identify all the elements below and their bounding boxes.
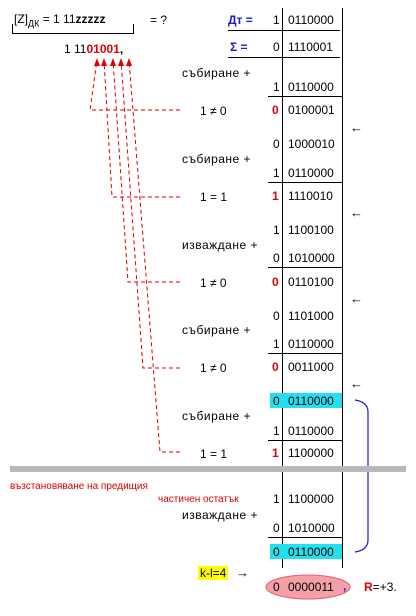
z-bits: zzzzz <box>75 12 106 26</box>
row-value: 1000010 <box>288 137 335 151</box>
left-arrow-icon: ← <box>350 120 363 135</box>
sigma-label: Σ = <box>230 40 248 54</box>
row-sign: 0 <box>272 360 279 374</box>
restore-note: възстановяване на предищия <box>10 481 148 492</box>
remainder: R=+3. <box>364 580 397 594</box>
result-comma: , <box>343 579 347 593</box>
op-label: събиране + <box>182 152 252 166</box>
result-value: 0000011 <box>288 580 334 594</box>
partial-prefix: 1 11 <box>64 42 87 56</box>
z-equals: = 1 11 <box>42 12 76 26</box>
op-label: изваждане + <box>182 508 258 522</box>
op-label: събиране + <box>182 409 252 423</box>
row-value: 0011000 <box>288 360 334 374</box>
highlight-row <box>270 393 342 408</box>
row-sign: 0 <box>273 521 280 535</box>
remainder-label: R <box>364 580 373 594</box>
row-value: 1101000 <box>288 309 334 323</box>
z-label: [Z]ДК = 1 11zzzzz <box>14 12 106 28</box>
row-value: 0110000 <box>288 80 334 94</box>
row-value: 0110000 <box>288 545 334 559</box>
op-label: събиране + <box>182 323 252 337</box>
partial-bits: 01001 <box>86 42 120 56</box>
cmp-label: 1 ≠ 0 <box>200 104 227 118</box>
row-sign: 1 <box>273 337 280 351</box>
row-value: 1010000 <box>288 521 335 535</box>
row-sign: 1 <box>273 80 280 94</box>
z-bracket-left <box>12 24 13 34</box>
sum-line <box>268 267 342 268</box>
dt-value: 0110000 <box>288 13 334 27</box>
row-value: 1100000 <box>288 492 334 506</box>
row-sign: 1 <box>273 424 280 438</box>
cmp-label: 1 = 1 <box>200 447 228 461</box>
cmp-label: 1 = 1 <box>200 190 228 204</box>
right-arrow-icon: → <box>236 565 249 580</box>
row-sign: 1 <box>273 223 280 237</box>
z-bracket-right <box>133 24 134 34</box>
row-sign: 1 <box>272 446 279 460</box>
row-value: 0110000 <box>288 394 334 408</box>
sum-line <box>268 182 342 183</box>
op-label: изваждане + <box>182 238 258 252</box>
sigma-sign: 0 <box>273 40 280 54</box>
row-sign: 1 <box>273 166 280 180</box>
row-value: 1110010 <box>288 189 333 203</box>
remainder-value: =+3. <box>372 580 397 594</box>
row-value: 0110000 <box>288 166 334 180</box>
row-sign: 1 <box>272 189 279 203</box>
sum-line <box>268 440 342 441</box>
question-mark: = ? <box>150 13 168 27</box>
right-border <box>342 8 343 568</box>
restore-separator <box>10 466 406 472</box>
dt-label: Дт = <box>228 13 253 27</box>
restore-note: частичен остатък <box>158 494 239 505</box>
row-sign: 0 <box>273 394 280 408</box>
row-sign: 0 <box>273 309 280 323</box>
row-value: 0110000 <box>288 337 334 351</box>
kl-label: k-l=4 <box>198 566 229 580</box>
cmp-label: 1 ≠ 0 <box>200 276 227 290</box>
partial-comma: , <box>119 42 124 56</box>
row-sign: 0 <box>273 545 280 559</box>
left-arrow-icon: ← <box>350 205 363 220</box>
row-sign: 0 <box>272 103 279 117</box>
result-sign: 0 <box>273 580 280 594</box>
row-sign: 0 <box>272 275 279 289</box>
row-sign: 0 <box>273 137 280 151</box>
op-label: събиране + <box>182 66 252 80</box>
cmp-label: 1 ≠ 0 <box>200 361 227 375</box>
left-arrow-icon: ← <box>350 376 363 391</box>
highlight-row <box>270 544 342 559</box>
partial-result: 1 1101001, <box>64 42 123 56</box>
row-sign: 0 <box>273 251 280 265</box>
row-value: 0100001 <box>288 103 335 117</box>
row-sign: 1 <box>273 492 280 506</box>
sign-separator <box>282 8 283 568</box>
sum-line <box>268 96 342 97</box>
z-bracket: [Z] <box>14 12 28 26</box>
sum-line <box>268 537 342 538</box>
header-line-1 <box>228 30 340 31</box>
dt-sign: 1 <box>273 13 280 27</box>
row-value: 0110100 <box>288 275 334 289</box>
row-value: 1010000 <box>288 251 335 265</box>
z-subscript: ДК <box>28 18 40 29</box>
row-value: 0110000 <box>288 424 334 438</box>
z-underline <box>12 33 134 34</box>
left-arrow-icon: ← <box>350 291 363 306</box>
header-line-2 <box>228 57 340 58</box>
row-value: 1100000 <box>288 446 334 460</box>
sum-line <box>268 353 342 354</box>
sigma-value: 1110001 <box>288 40 333 54</box>
row-value: 1100100 <box>288 223 334 237</box>
